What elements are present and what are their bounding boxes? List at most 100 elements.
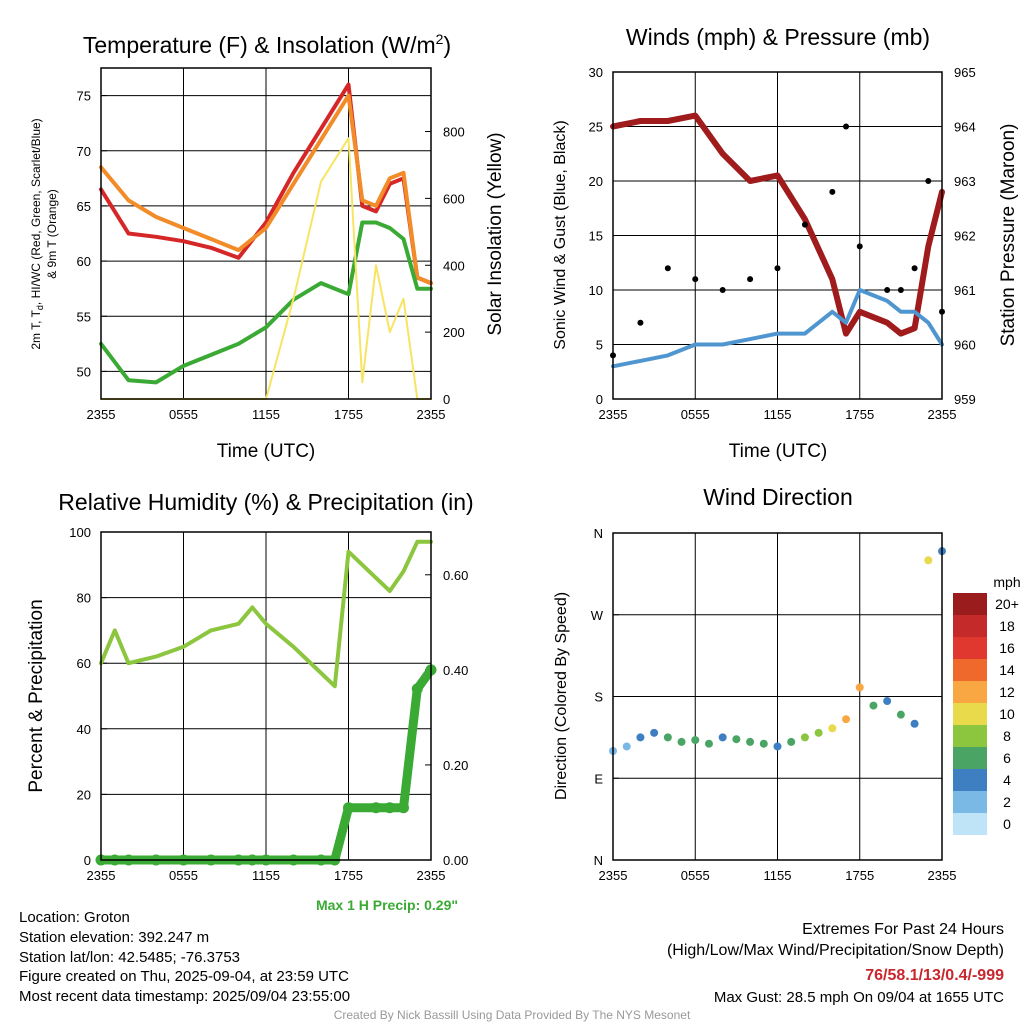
direction-point — [663, 733, 672, 742]
temperature-x-tick-label: 2355 — [87, 407, 116, 422]
t9m-line — [99, 93, 433, 286]
legend-label: 8 — [1003, 728, 1011, 744]
winds-plot-frame — [612, 71, 943, 400]
precip-y2-tick-label: 0.60 — [443, 568, 468, 583]
direction-point — [787, 737, 796, 746]
humidity-x-tick-label: 1155 — [252, 868, 280, 883]
temperature-x-tick-label: 1155 — [252, 407, 280, 422]
legend-swatch — [953, 703, 987, 725]
winds-y-tick-label: 30 — [589, 65, 603, 80]
direction-point — [800, 733, 809, 742]
gust-point — [664, 265, 671, 272]
humidity-y-tick-label: 80 — [77, 591, 91, 606]
pressure-y2-tick-label: 964 — [954, 120, 976, 135]
direction-x-tick-label: 1155 — [764, 868, 792, 883]
humidity-x-tick-label: 2355 — [87, 868, 116, 883]
gust-point — [774, 265, 781, 272]
temperature-y-tick-label: 50 — [77, 364, 91, 379]
precip-point — [398, 802, 409, 814]
legend-label: 14 — [999, 662, 1015, 678]
legend-swatch — [953, 791, 987, 813]
footer: Location: Groton Station elevation: 392.… — [19, 909, 1004, 1022]
temperature-y-tick-label: 75 — [77, 89, 91, 104]
elevation-text: Station elevation: 392.247 m — [19, 929, 209, 946]
temperature-y-tick-label: 60 — [77, 254, 91, 269]
gust-point — [829, 188, 836, 195]
winds-y-tick-label: 10 — [589, 283, 603, 298]
humidity-x-tick-label: 2355 — [417, 868, 446, 883]
temperature-y-tick-label: 65 — [77, 199, 91, 214]
legend-swatch — [953, 615, 987, 637]
winds-panel: Winds (mph) & Pressure (mb) 2355 0555 1155… — [552, 24, 1019, 462]
credit-text: Created By Nick Bassill Using Data Provi… — [334, 1008, 691, 1022]
direction-point — [855, 683, 864, 692]
direction-point — [842, 715, 851, 724]
legend-swatch — [953, 659, 987, 681]
extremes-title: Extremes For Past 24 Hours — [802, 921, 1004, 938]
legend-label: 12 — [999, 684, 1015, 700]
direction-panel: Wind Direction 2355 0555 1155 1755 2355NESWN… — [553, 484, 1021, 883]
temperature-y-tick-label: 70 — [77, 144, 91, 159]
legend-swatch — [953, 725, 987, 747]
precip-y2-tick-label: 0.40 — [443, 663, 468, 678]
pressure-y2-tick-label: 960 — [954, 338, 976, 353]
humidity-title: Relative Humidity (%) & Precipitation (i… — [58, 489, 473, 515]
direction-x-tick-label: 1755 — [845, 868, 874, 883]
winds-y-tick-label: 20 — [589, 174, 603, 189]
direction-point — [896, 710, 905, 719]
legend-swatch — [953, 593, 987, 615]
extremes-subtitle: (High/Low/Max Wind/Precipitation/Snow De… — [667, 942, 1004, 959]
insolation-y2-tick-label: 800 — [443, 125, 465, 140]
gust-point — [911, 265, 918, 272]
direction-ylabel: Direction (Colored By Speed) — [553, 592, 570, 800]
precip-y2-tick-label: 0.20 — [443, 758, 468, 773]
pressure-y2-tick-label: 963 — [954, 174, 976, 189]
legend-swatch — [953, 637, 987, 659]
insolation-axis-label: Solar Insolation (Yellow) — [485, 132, 506, 335]
humidity-plot-frame — [100, 531, 432, 861]
direction-x-tick-label: 2355 — [928, 868, 957, 883]
direction-y-tick-label: N — [594, 853, 603, 868]
winds-xlabel: Time (UTC) — [729, 441, 828, 462]
winds-x-tick-label: 1755 — [845, 407, 874, 422]
direction-point — [650, 728, 659, 737]
humidity-y-tick-label: 100 — [69, 525, 91, 540]
winds-y-tick-label: 25 — [589, 120, 603, 135]
winds-x-tick-label: 2355 — [599, 407, 628, 422]
direction-point — [732, 735, 741, 744]
winds-x-tick-label: 0555 — [681, 407, 710, 422]
insolation-y2-tick-label: 200 — [443, 325, 465, 340]
location-text: Location: Groton — [19, 909, 130, 926]
temperature-title: Temperature (F) & Insolation (W/m2) — [83, 31, 451, 58]
temperature-ylabel-line2: & 9m T (Orange) — [45, 189, 59, 279]
direction-point — [622, 742, 631, 751]
direction-point — [718, 733, 727, 742]
gust-point — [801, 221, 808, 228]
insolation-y2-tick-label: 0 — [443, 392, 450, 407]
latlon-text: Station lat/lon: 42.5485; -76.3753 — [19, 949, 240, 966]
temperature-plot-area: 2355 0555 1155 1755 2355 50 55 60 65 70 75 0 200 400 6… — [77, 68, 465, 422]
winds-x-tick-label: 2355 — [928, 407, 957, 422]
direction-title: Wind Direction — [703, 484, 853, 510]
pressure-y2-tick-label: 962 — [954, 229, 976, 244]
gust-point — [637, 319, 644, 326]
direction-point — [677, 737, 686, 746]
legend-swatch — [953, 681, 987, 703]
humidity-x-tick-label: 0555 — [169, 868, 198, 883]
speed-legend: 20+ 18 16 14 12 10 8 6 4 2 0 — [953, 593, 1019, 835]
winds-title: Winds (mph) & Pressure (mb) — [626, 24, 930, 50]
direction-y-tick-label: N — [594, 526, 603, 541]
max-gust-text: Max Gust: 28.5 mph On 09/04 at 1655 UTC — [714, 989, 1004, 1006]
gust-point — [897, 287, 904, 293]
direction-point — [910, 719, 919, 728]
direction-point — [883, 697, 892, 706]
winds-x-tick-label: 1155 — [764, 407, 792, 422]
wind-line — [611, 288, 944, 369]
legend-swatch — [953, 769, 987, 791]
legend-label: 6 — [1003, 750, 1011, 766]
legend-label: 2 — [1003, 794, 1011, 810]
humidity-plot-area: 2355 0555 1155 1755 23550204060801000.000.20… — [69, 525, 468, 883]
legend-label: 16 — [999, 640, 1015, 656]
recent-text: Most recent data timestamp: 2025/09/04 2… — [19, 988, 350, 1005]
